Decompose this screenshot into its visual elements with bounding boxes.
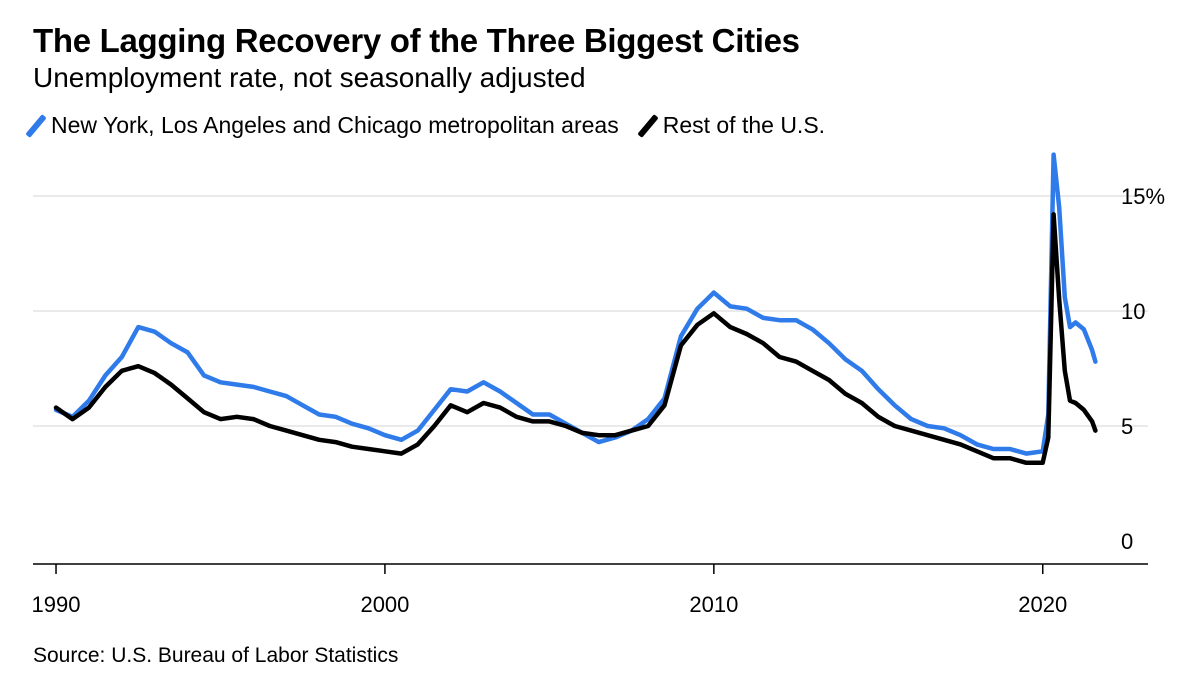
y-tick-label-10: 10 — [1121, 299, 1145, 324]
legend-label-big-cities: New York, Los Angeles and Chicago metrop… — [51, 112, 619, 138]
source-note: Source: U.S. Bureau of Labor Statistics — [33, 644, 399, 667]
series-line-big-cities — [53, 152, 1098, 456]
x-tick-label-2000: 2000 — [360, 592, 409, 617]
chart-subtitle: Unemployment rate, not seasonally adjust… — [33, 62, 586, 93]
x-tick-label-1990: 1990 — [32, 592, 81, 617]
y-tick-label-15: 15% — [1121, 184, 1165, 209]
x-tick-label-2010: 2010 — [689, 592, 738, 617]
series-line-rest-of-us — [53, 212, 1098, 466]
y-tick-label-0: 0 — [1121, 529, 1133, 554]
legend-item-rest-of-us: Rest of the U.S. — [637, 112, 826, 139]
x-tick-label-2020: 2020 — [1018, 592, 1067, 617]
legend-item-big-cities: New York, Los Angeles and Chicago metrop… — [25, 112, 619, 139]
chart-title: The Lagging Recovery of the Three Bigges… — [33, 22, 800, 59]
y-tick-label-5: 5 — [1121, 414, 1133, 439]
legend-label-rest-of-us: Rest of the U.S. — [662, 112, 826, 138]
legend: New York, Los Angeles and Chicago metrop… — [25, 112, 851, 139]
